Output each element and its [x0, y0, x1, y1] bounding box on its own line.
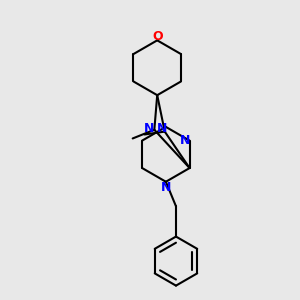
Text: N: N	[180, 134, 190, 147]
Text: N: N	[161, 181, 171, 194]
Text: N: N	[144, 122, 154, 135]
Text: N: N	[157, 122, 167, 135]
Text: O: O	[152, 29, 163, 43]
